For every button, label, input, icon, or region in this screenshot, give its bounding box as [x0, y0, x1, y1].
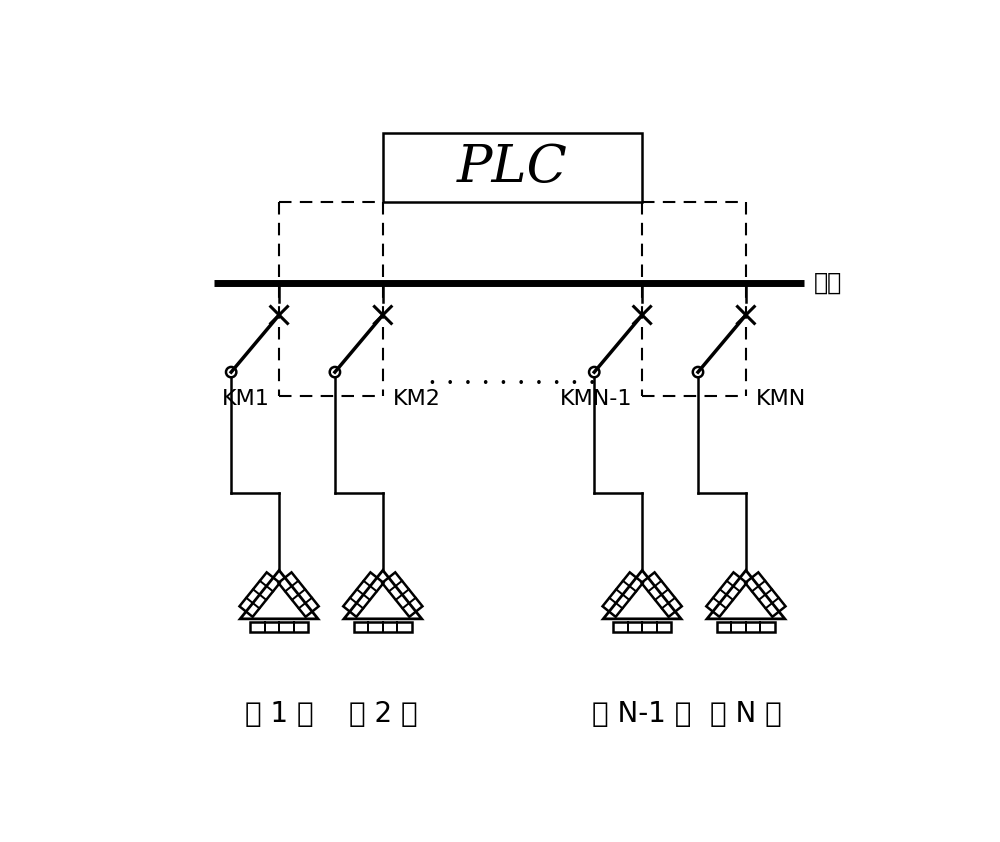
Text: 第 2 组: 第 2 组: [349, 700, 417, 727]
Text: 第 N-1 组: 第 N-1 组: [592, 700, 692, 727]
Bar: [354, 622, 412, 632]
Text: KM1: KM1: [221, 389, 269, 409]
Text: KMN: KMN: [756, 389, 806, 409]
Text: KMN-1: KMN-1: [560, 389, 632, 409]
Bar: [250, 622, 308, 632]
Text: 第 1 组: 第 1 组: [245, 700, 313, 727]
Text: 第 N 组: 第 N 组: [710, 700, 782, 727]
Bar: [383, 133, 642, 201]
Bar: [717, 622, 775, 632]
Text: PLC: PLC: [457, 142, 568, 193]
Text: . . . . . . . . . .: . . . . . . . . . .: [428, 363, 597, 390]
Bar: [613, 622, 671, 632]
Text: KM2: KM2: [393, 389, 440, 409]
Text: 电源: 电源: [814, 270, 842, 295]
